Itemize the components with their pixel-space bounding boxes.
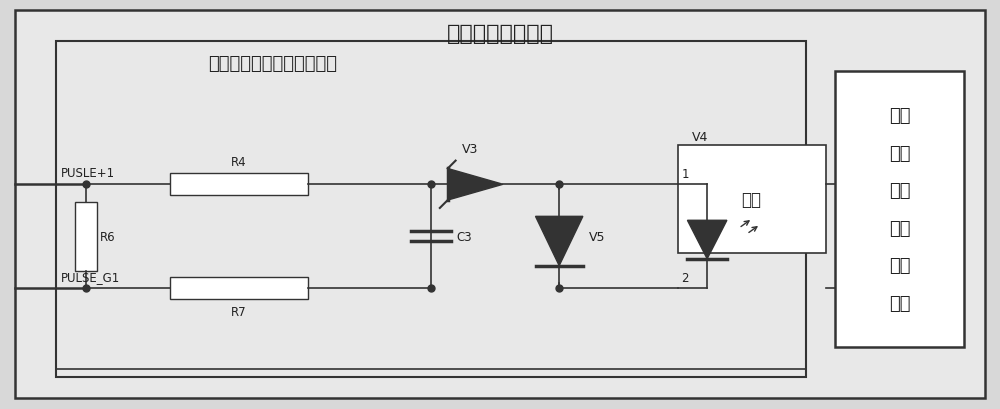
- Text: 信号: 信号: [889, 144, 910, 162]
- Text: 部分: 部分: [889, 294, 910, 312]
- Bar: [56, 42, 806, 377]
- Text: 控制信号隔离电路: 控制信号隔离电路: [447, 24, 554, 44]
- Text: R6: R6: [100, 230, 115, 243]
- Text: V5: V5: [589, 230, 605, 243]
- Bar: [835, 72, 964, 347]
- Polygon shape: [687, 221, 727, 259]
- Polygon shape: [536, 217, 583, 266]
- Text: 隔离: 隔离: [889, 182, 910, 200]
- Text: R7: R7: [231, 305, 246, 318]
- Text: PULSE_G1: PULSE_G1: [61, 270, 120, 283]
- Text: 电路: 电路: [889, 219, 910, 237]
- Text: V3: V3: [462, 142, 479, 155]
- Text: 光纤: 光纤: [742, 191, 762, 209]
- Bar: [170, 277, 308, 299]
- Polygon shape: [448, 169, 503, 200]
- Text: PUSLE+1: PUSLE+1: [61, 167, 115, 180]
- Bar: [170, 174, 308, 196]
- Text: R4: R4: [231, 155, 246, 168]
- Text: 2: 2: [682, 271, 689, 284]
- Bar: [75, 202, 97, 271]
- Text: C3: C3: [457, 230, 472, 243]
- Text: 高压: 高压: [889, 256, 910, 274]
- Text: 控制信号隔离电路低压部分: 控制信号隔离电路低压部分: [209, 55, 338, 73]
- Text: 1: 1: [682, 168, 689, 181]
- Text: 控制: 控制: [889, 107, 910, 125]
- Bar: [678, 146, 826, 254]
- Text: V4: V4: [692, 130, 709, 144]
